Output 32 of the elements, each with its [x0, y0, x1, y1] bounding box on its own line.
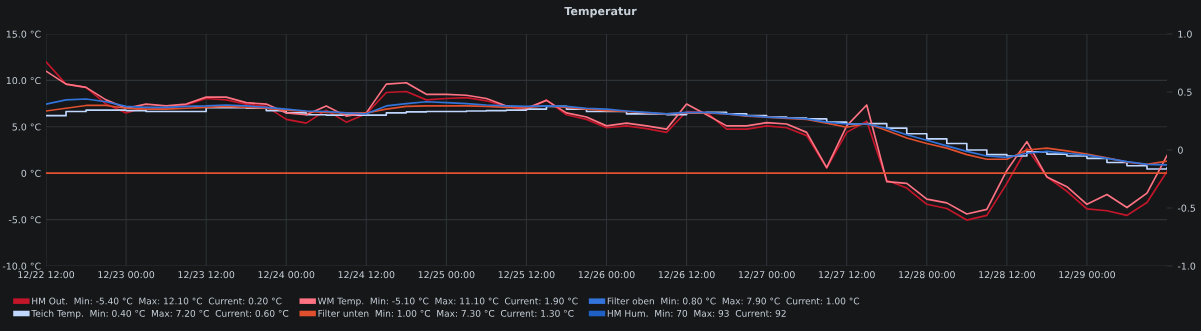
chart-title: Temperatur: [564, 6, 637, 18]
x-tick-label: 12/25 00:00: [418, 271, 475, 279]
x-tick-label: 12/22 12:00: [18, 271, 75, 279]
y2-tick-label: -1.0: [1177, 262, 1196, 270]
y-tick-label: 0 °C: [21, 169, 41, 177]
y2-tick-label: 0: [1178, 146, 1183, 154]
x-tick-label: 12/29 00:00: [1059, 271, 1116, 279]
y-tick-label: -10.0 °C: [2, 262, 41, 270]
x-tick-label: 12/23 00:00: [98, 271, 155, 279]
y2-tick-label: -0.5: [1177, 204, 1196, 212]
legend-label: Teich Temp. Min: 0.40 °C Max: 7.20 °C Current: 0.60 °C: [31, 309, 289, 319]
y-tick-label: 15.0 °C: [6, 30, 41, 38]
x-tick-label: 12/27 12:00: [819, 271, 875, 279]
legend-label: Filter unten Min: 1.00 °C Max: 7.30 °C Current: 1.30 °C: [318, 309, 574, 317]
x-tick-label: 12/28 00:00: [899, 271, 955, 279]
y2-tick-label: 0.5: [1178, 88, 1192, 96]
legend-label: WM Temp. Min: -5.10 °C Max: 11.10 °C Current: 1.90 °C: [317, 297, 578, 307]
x-tick-label: 12/26 00:00: [578, 271, 635, 279]
x-tick-label: 12/28 12:00: [979, 271, 1035, 279]
y-tick-label: 10.0 °C: [6, 76, 41, 85]
x-tick-label: 12/25 12:00: [498, 271, 555, 279]
x-tick-label: 12/24 12:00: [338, 271, 395, 279]
y2-tick-label: 1.0: [1178, 30, 1192, 38]
legend-label: HM Hum. Min: 70 Max: 93 Current: 92: [607, 309, 786, 317]
x-tick-label: 12/24 00:00: [258, 271, 315, 279]
x-tick-label: 12/23 12:00: [178, 271, 235, 279]
x-tick-label: 12/26 12:00: [658, 271, 715, 279]
legend-label: Filter oben Min: 0.80 °C Max: 7.90 °C Current: 1.00 °C: [607, 297, 860, 305]
y-tick-label: 5.0 °C: [12, 123, 41, 131]
y-tick-label: -5.0 °C: [8, 216, 41, 224]
x-tick-label: 12/27 00:00: [738, 271, 795, 279]
legend-label: HM Out. Min: -5.40 °C Max: 12.10 °C Current: 0.20 °C: [32, 297, 282, 305]
